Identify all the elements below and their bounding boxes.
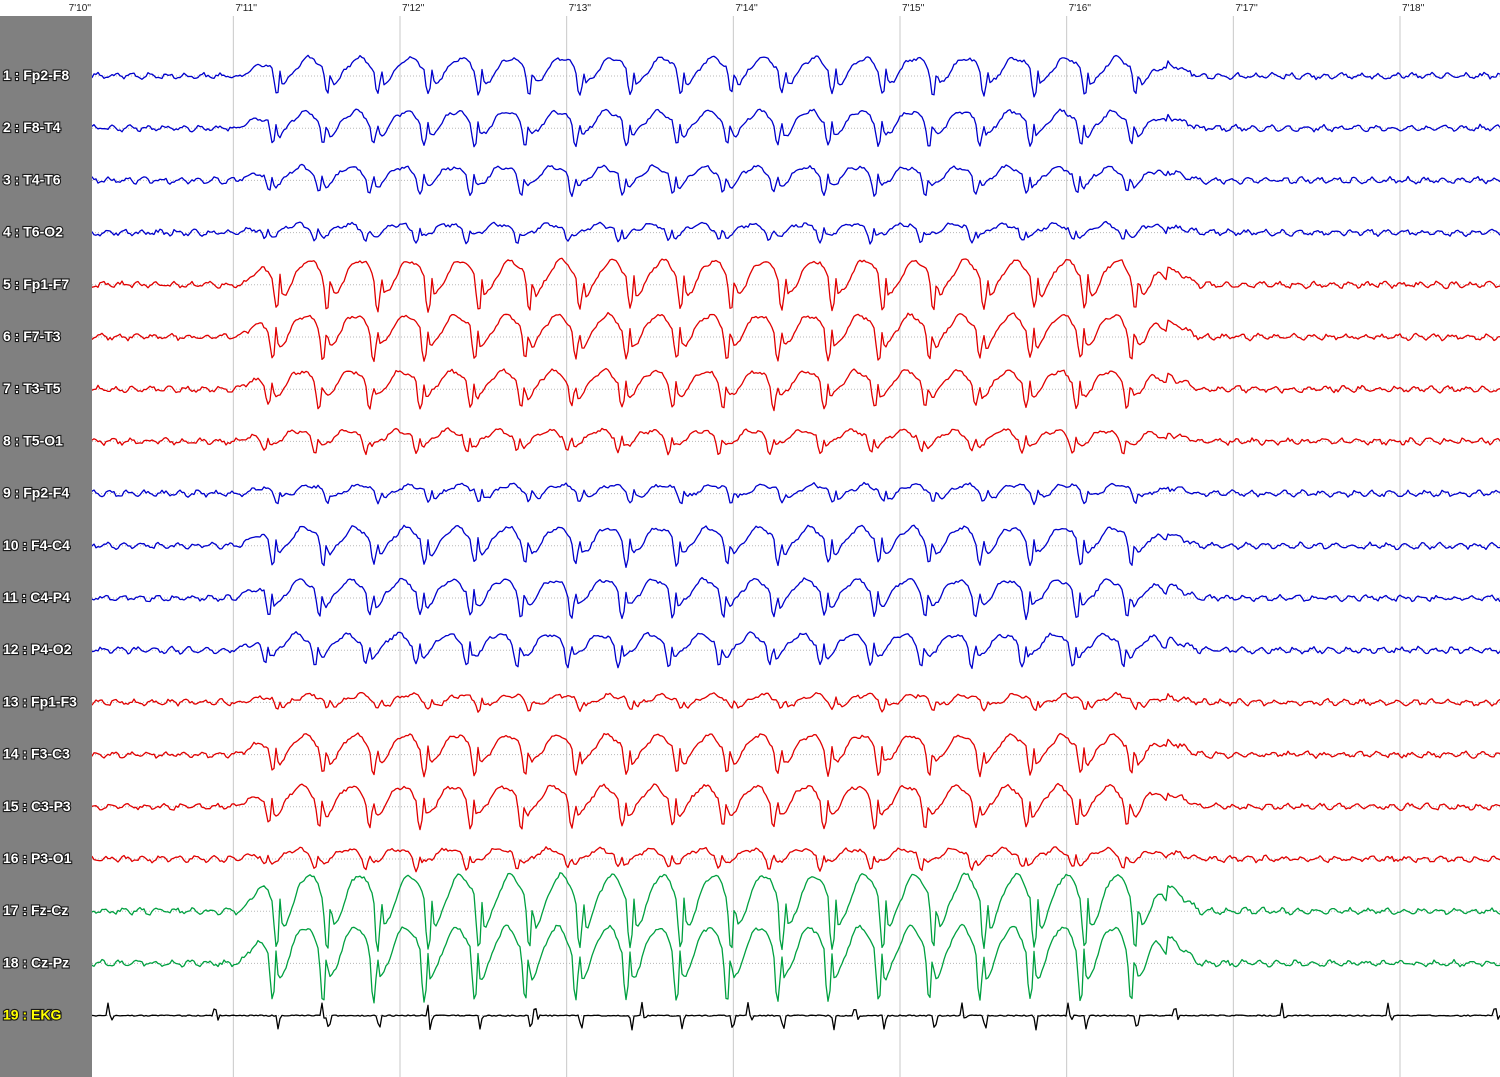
- channel-trace: [0, 691, 1500, 713]
- channel-label: 10 : F4-C4: [3, 537, 70, 553]
- time-grid: 7'10'' 7'11'' 7'12'' 7'13'' 7'14'' 7'15'' 7'16…: [66, 3, 1425, 1077]
- channel-label: 6 : F7-T3: [3, 328, 61, 344]
- channel-trace: [0, 257, 1500, 313]
- channel-trace: [0, 427, 1500, 456]
- time-tick-label: 7'11'': [235, 3, 257, 14]
- time-tick-label: 7'14'': [735, 3, 758, 14]
- channel-label: 11 : C4-P4: [3, 589, 70, 605]
- channel-label: 13 : Fp1-F3: [3, 693, 77, 709]
- channel-trace: [0, 108, 1500, 148]
- time-tick-label: 7'12'': [402, 3, 425, 14]
- channel-trace: [0, 163, 1500, 198]
- channel-label: 2 : F8-T4: [3, 119, 61, 135]
- channel-trace: [0, 54, 1500, 98]
- channel-trace: [0, 576, 1500, 621]
- time-tick-label: 7'17'': [1235, 3, 1258, 14]
- channel-trace: [0, 367, 1500, 412]
- channel-label: 1 : Fp2-F8: [3, 67, 69, 83]
- channel-trace: [0, 732, 1500, 778]
- channel-label: 8 : T5-O1: [3, 432, 63, 448]
- channel-trace: [0, 220, 1500, 245]
- time-tick-label: 7'13'': [569, 3, 592, 14]
- channel-label: 5 : Fp1-F7: [3, 276, 69, 292]
- channel-label: 16 : P3-O1: [3, 850, 72, 866]
- channel-label: 18 : Cz-Pz: [3, 954, 69, 970]
- channel-label: 12 : P4-O2: [3, 641, 72, 657]
- channel-trace: [0, 481, 1500, 506]
- channel-label: 3 : T4-T6: [3, 171, 61, 187]
- channel-trace: [0, 782, 1500, 831]
- channel-trace: [0, 846, 1500, 873]
- channel-trace: [0, 311, 1500, 363]
- channel-label: 9 : Fp2-F4: [3, 485, 69, 501]
- channel-trace: [0, 631, 1500, 670]
- time-tick-label: 7'15'': [902, 3, 925, 14]
- trace-group: [0, 54, 1500, 1031]
- label-column-overlay: [0, 16, 92, 1077]
- channel-label: 14 : F3-C3: [3, 746, 70, 762]
- time-tick-label: 7'16'': [1069, 3, 1092, 14]
- channel-label: 17 : Fz-Cz: [3, 902, 68, 918]
- channel-trace: [0, 923, 1500, 1004]
- channel-label: 7 : T3-T5: [3, 380, 61, 396]
- channel-trace: [0, 872, 1500, 952]
- time-tick-label: 7'18'': [1402, 3, 1425, 14]
- channel-trace: [0, 524, 1500, 569]
- channel-label: 19 : EKG: [3, 1007, 61, 1023]
- channel-label: 4 : T6-O2: [3, 224, 63, 240]
- channel-trace: [0, 1001, 1500, 1031]
- channel-label: 15 : C3-P3: [3, 798, 71, 814]
- channel-label-group: 1 : Fp2-F8 2 : F8-T4 3 : T4-T6 4 : T6-O2 5 :…: [2, 66, 78, 1024]
- time-tick-label: 7'10'': [69, 3, 92, 14]
